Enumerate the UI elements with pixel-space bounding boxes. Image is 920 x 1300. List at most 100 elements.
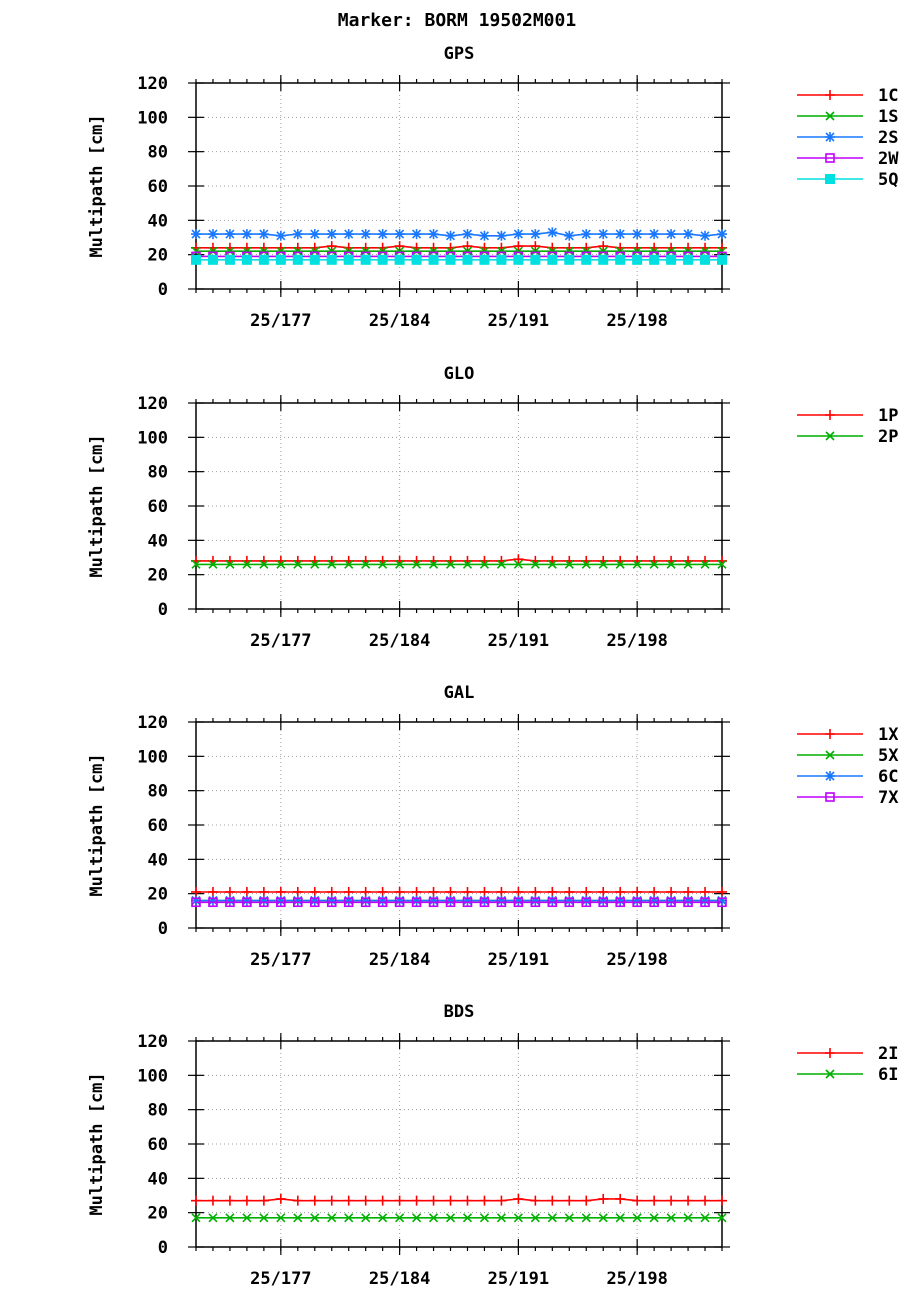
x-tick-label: 25/191 xyxy=(488,631,549,651)
legend-label: 5X xyxy=(878,746,899,766)
data-point xyxy=(683,559,693,569)
data-point xyxy=(293,897,303,908)
data-point xyxy=(649,886,660,897)
legend-label: 5Q xyxy=(878,170,898,190)
y-tick-label: 20 xyxy=(148,1204,168,1224)
data-point xyxy=(411,897,422,908)
data-point xyxy=(310,1213,320,1223)
data-point xyxy=(513,554,524,565)
data-point xyxy=(666,246,676,256)
data-point xyxy=(327,246,337,256)
legend-label: 2S xyxy=(878,128,898,148)
data-point xyxy=(513,1193,524,1204)
data-point xyxy=(344,246,354,256)
data-point xyxy=(344,1213,354,1223)
data-point xyxy=(530,559,540,569)
data-point xyxy=(530,241,541,252)
data-point xyxy=(717,886,727,897)
data-point xyxy=(191,1213,201,1223)
data-point xyxy=(259,897,269,908)
y-tick-label: 80 xyxy=(148,1101,168,1121)
data-point xyxy=(360,229,371,240)
data-point xyxy=(666,254,677,265)
data-point xyxy=(615,246,625,256)
data-point xyxy=(225,559,235,569)
data-point xyxy=(598,254,609,265)
data-point xyxy=(564,230,575,241)
data-point xyxy=(666,229,677,240)
y-tick-label: 100 xyxy=(137,1066,168,1086)
data-point xyxy=(649,229,660,240)
data-point xyxy=(649,895,660,906)
data-point xyxy=(564,246,574,256)
data-point xyxy=(411,1195,422,1206)
data-point xyxy=(292,229,303,240)
data-point xyxy=(462,895,473,906)
data-point xyxy=(462,241,473,252)
panel-gal: GAL Multipath [cm] 0 20 40 60 80 100 120 25/177 25… xyxy=(87,683,899,970)
legend-entry: 5Q xyxy=(797,170,898,190)
data-point xyxy=(241,1195,252,1206)
data-point xyxy=(275,886,286,897)
data-point xyxy=(224,886,235,897)
legend-entry: 6C xyxy=(797,767,898,787)
data-point xyxy=(598,897,609,908)
data-point xyxy=(581,559,591,569)
plot-frame xyxy=(195,82,723,290)
data-point xyxy=(598,559,608,569)
data-point xyxy=(428,246,439,256)
data-point xyxy=(615,897,625,908)
panel-title-gal: GAL xyxy=(444,683,475,703)
x-tick-label: 25/191 xyxy=(488,950,549,970)
data-point xyxy=(275,895,286,906)
data-point xyxy=(412,246,422,256)
x-tick-label: 25/198 xyxy=(606,1269,667,1289)
data-point xyxy=(309,1195,320,1206)
y-tick-label: 40 xyxy=(148,1169,168,1189)
data-point xyxy=(360,895,371,906)
data-point xyxy=(683,246,693,256)
data-point xyxy=(242,1213,252,1223)
data-point xyxy=(309,254,320,265)
data-point xyxy=(293,559,303,569)
series-bds-2i xyxy=(191,1193,727,1206)
legend-entry: 7X xyxy=(797,788,899,808)
data-point xyxy=(326,897,337,908)
data-point xyxy=(513,246,523,256)
data-point xyxy=(428,895,439,906)
legend-marker xyxy=(825,174,835,184)
y-axis-label: Multipath [cm] xyxy=(87,434,107,577)
data-point xyxy=(445,1213,456,1223)
data-point xyxy=(225,897,235,908)
data-point xyxy=(258,229,269,240)
legend-entry: 2W xyxy=(797,149,899,169)
y-tick-label: 20 xyxy=(148,566,168,586)
data-point xyxy=(530,897,541,908)
data-point xyxy=(547,246,557,256)
data-point xyxy=(343,254,354,265)
legend-entry: 2I xyxy=(797,1044,898,1064)
legend-entry: 5X xyxy=(797,746,899,766)
panel-title-bds: BDS xyxy=(444,1002,475,1022)
data-point xyxy=(717,1213,727,1223)
x-tick-label: 25/198 xyxy=(606,631,667,651)
data-point xyxy=(326,241,337,252)
data-point xyxy=(377,886,388,897)
legend-entry: 1S xyxy=(797,107,898,127)
data-point xyxy=(717,897,727,908)
data-point xyxy=(191,886,201,897)
data-point xyxy=(343,1195,354,1206)
data-point xyxy=(208,559,218,569)
legend-entry: 1C xyxy=(797,86,898,106)
panel-gps: GPS Multipath [cm] 0 20 40 60 80 100 120 25/177 25… xyxy=(87,44,899,331)
data-point xyxy=(513,1213,523,1223)
data-point xyxy=(666,895,677,906)
data-point xyxy=(445,230,456,241)
data-point xyxy=(411,254,422,265)
legend-label: 6I xyxy=(878,1065,898,1085)
data-point xyxy=(207,1195,218,1206)
y-tick-label: 100 xyxy=(137,428,168,448)
legend-marker xyxy=(825,153,835,163)
